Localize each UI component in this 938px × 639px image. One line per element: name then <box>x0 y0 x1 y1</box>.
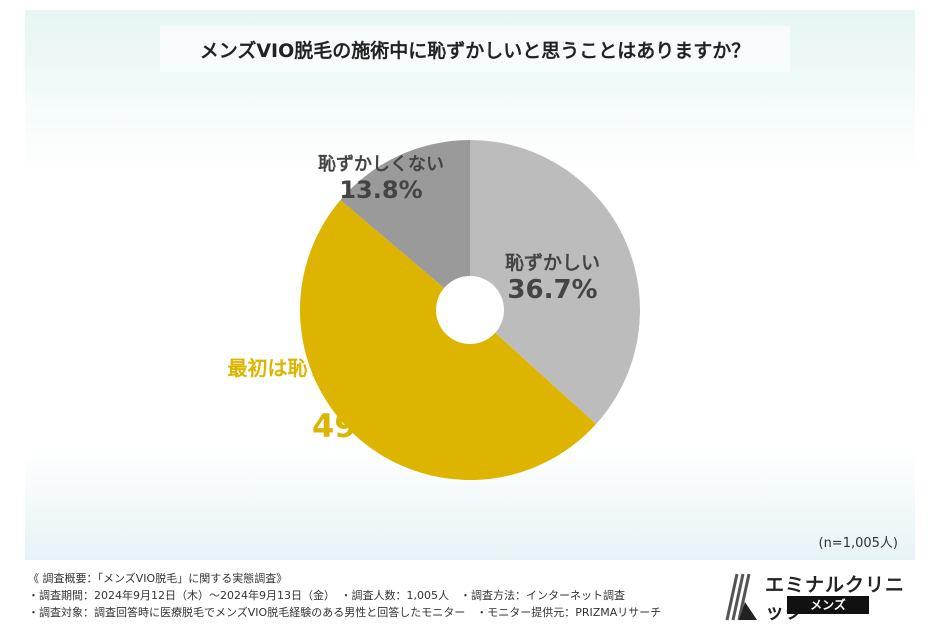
note-line: 《 調査概要：「メンズVIO脱毛」に関する実態調査》 <box>28 572 288 585</box>
pie-slice-2 <box>340 140 470 310</box>
note-line: ・調査対象：調査回答時に医療脱毛でメンズVIO脱毛経験のある男性と回答したモニタ… <box>28 606 662 619</box>
slice-label-0: 恥ずかしい 36.7% <box>505 252 601 305</box>
note-line: ・調査期間：2024年9月12日（木）〜2024年9月13日（金） ・調査人数：… <box>28 589 625 602</box>
survey-notes: 《 調査概要：「メンズVIO脱毛」に関する実態調査》 ・調査期間：2024年9月… <box>28 570 661 621</box>
slice-label-1: 最初は恥ずかしかったが今は慣れた 49.5% <box>227 356 508 445</box>
chart-title: メンズVIO脱毛の施術中に恥ずかしいと思うことはありますか？ <box>160 26 790 72</box>
pie-slice-1 <box>299 200 597 481</box>
logo-mark-icon <box>725 573 757 621</box>
slice-label-2: 恥ずかしくない 13.8% <box>318 154 444 204</box>
sample-size: (n=1,005人) <box>818 536 899 551</box>
clinic-logo: エミナルクリニック メンズ <box>725 568 915 628</box>
pie-slice-0 <box>470 140 640 425</box>
logo-sub: メンズ <box>787 596 869 614</box>
donut-hole <box>436 276 504 344</box>
